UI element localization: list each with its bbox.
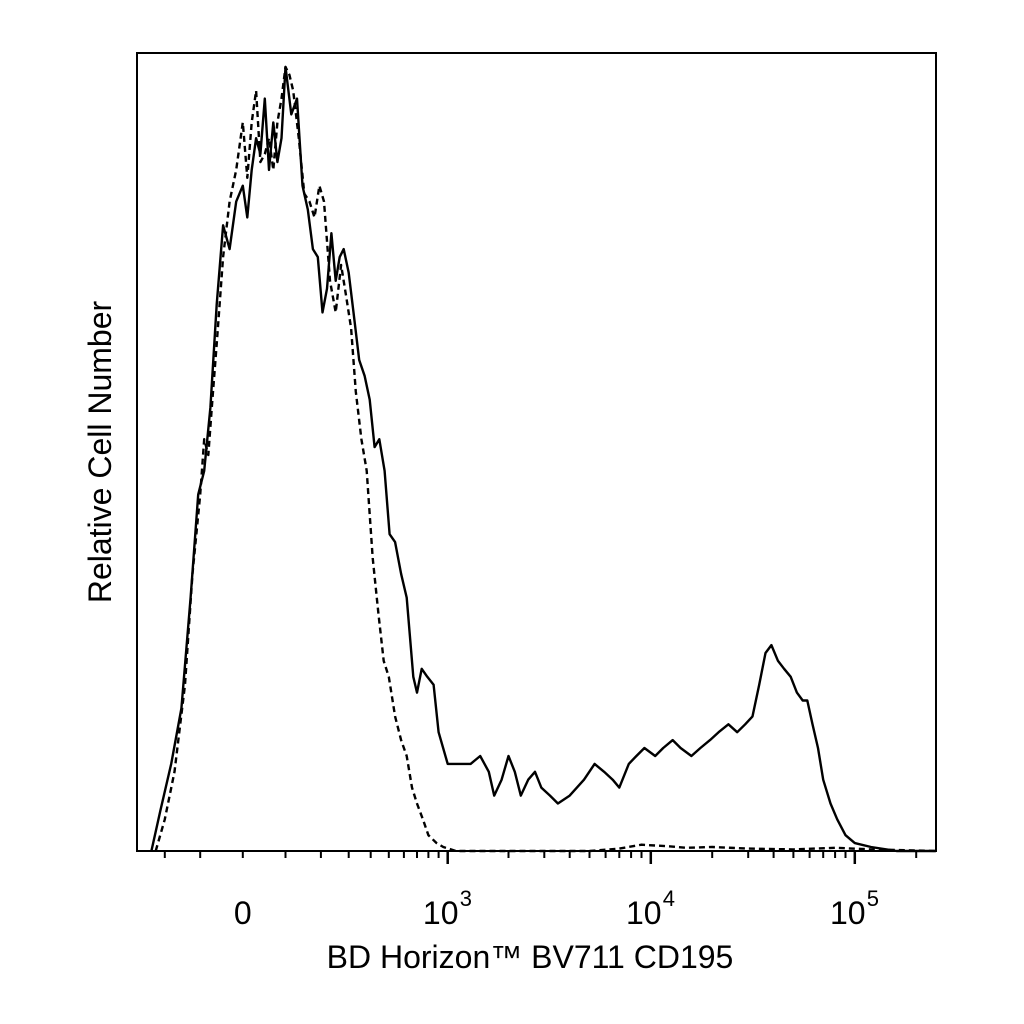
dashed-histogram-line <box>154 65 937 853</box>
x-tick-label-exponent: 3 <box>460 886 472 911</box>
x-axis-title: BD Horizon™ BV711 CD195 <box>327 939 734 975</box>
x-tick-label: 10 <box>423 895 459 931</box>
series-layer <box>150 65 937 853</box>
x-tick-label-exponent: 5 <box>867 886 879 911</box>
x-tick-label: 10 <box>626 895 662 931</box>
solid-histogram-line <box>150 65 936 853</box>
x-axis-tick-labels: 0 10 3 10 4 10 5 <box>234 886 879 931</box>
x-tick-label: 0 <box>234 895 252 931</box>
plot-frame <box>136 52 937 852</box>
y-axis-title: Relative Cell Number <box>82 300 118 603</box>
x-tick-label: 10 <box>830 895 866 931</box>
x-axis-ticks <box>163 851 918 864</box>
x-tick-label-exponent: 4 <box>663 886 675 911</box>
